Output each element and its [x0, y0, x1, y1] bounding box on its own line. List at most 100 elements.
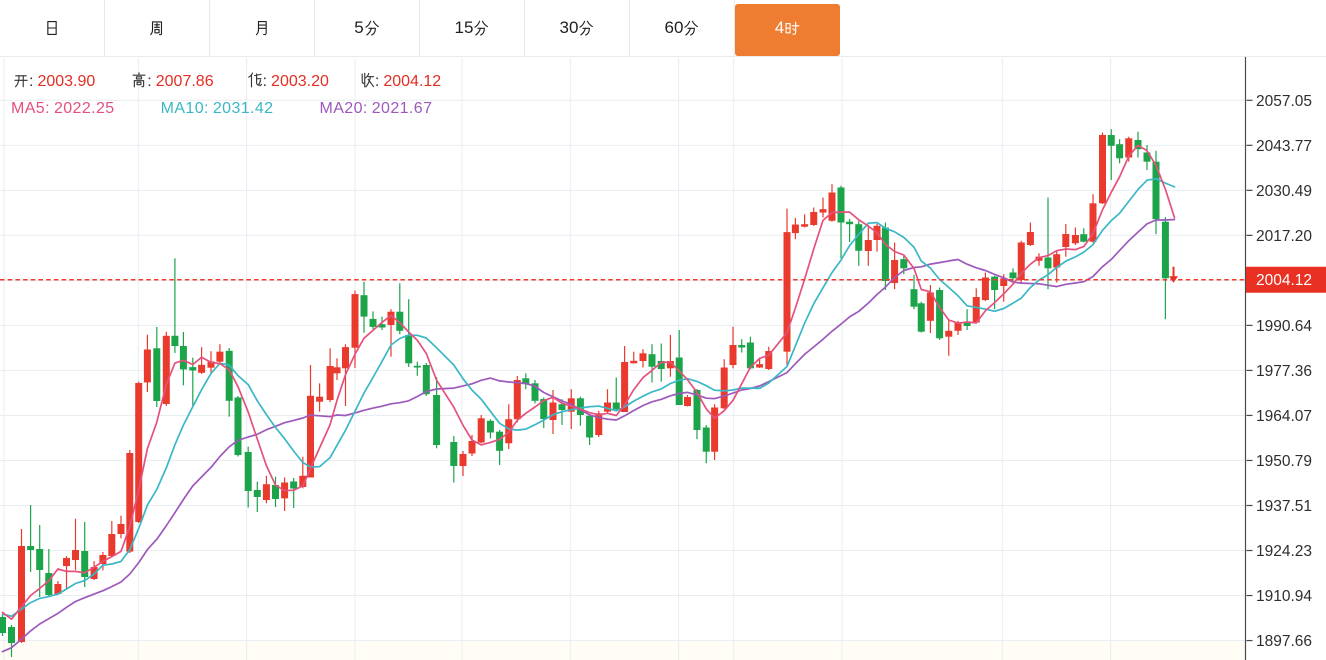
- axis-label: 1990.64: [1256, 318, 1312, 335]
- candle-body: [945, 330, 953, 337]
- candle-body: [522, 378, 530, 385]
- candle-body: [1035, 256, 1043, 261]
- candle-body: [595, 413, 603, 436]
- cjk-glyph: [365, 20, 379, 36]
- candle-body: [0, 617, 6, 634]
- candle-body: [244, 451, 252, 491]
- tab-label: 5: [354, 18, 379, 38]
- candle-body: [1009, 272, 1017, 279]
- candle-body: [810, 212, 818, 225]
- candle-body: [405, 335, 413, 364]
- candle-body: [666, 361, 674, 369]
- tab-5分[interactable]: 5: [315, 0, 420, 56]
- candle-body: [1116, 144, 1124, 159]
- bottom-tint-band: [0, 640, 1246, 660]
- candle-body: [576, 398, 584, 416]
- candle-body: [45, 572, 53, 595]
- tab-label: [149, 20, 165, 36]
- candle-body: [179, 345, 187, 370]
- candle-body: [496, 431, 504, 451]
- candle-body: [1044, 257, 1052, 269]
- ma20-label: MA20:: [319, 99, 368, 117]
- candle-body: [216, 351, 224, 362]
- candle-body: [326, 365, 334, 400]
- candle-body: [513, 379, 521, 420]
- candle-body: [153, 348, 161, 402]
- candle-body: [558, 404, 566, 410]
- low-value: 2003.20: [271, 72, 329, 90]
- candle-body: [171, 335, 179, 346]
- close-label: :: [359, 72, 379, 91]
- candle-body: [351, 294, 359, 348]
- tab-4时[interactable]: 4: [735, 0, 840, 56]
- candle-body: [910, 289, 918, 307]
- candle-body: [1152, 161, 1160, 220]
- candle-body: [720, 367, 728, 409]
- candle-body: [360, 295, 368, 317]
- high-value: 2007.86: [155, 72, 214, 90]
- candle-body: [621, 361, 629, 412]
- candle-body: [433, 395, 441, 446]
- candle-body: [693, 389, 701, 430]
- cjk-glyph: [785, 21, 800, 35]
- candle-body: [1107, 135, 1115, 146]
- candle-body: [369, 318, 377, 327]
- current-price-tag: [1246, 266, 1326, 293]
- candle-body: [1099, 135, 1106, 204]
- tab-label: [254, 20, 270, 36]
- candle-body: [926, 292, 934, 321]
- candle-body: [1080, 234, 1088, 242]
- candle-body: [307, 395, 314, 478]
- cjk-glyph: [579, 20, 594, 36]
- candle-body: [954, 322, 962, 331]
- candle-body: [189, 367, 197, 371]
- ma10-value: 2031.42: [212, 99, 274, 117]
- tab-日[interactable]: [0, 0, 105, 56]
- candle-body: [262, 484, 270, 501]
- candle-body: [333, 367, 341, 374]
- candle-body: [711, 407, 719, 452]
- candle-body: [1161, 221, 1169, 279]
- ma20-value: 2021.67: [371, 99, 433, 117]
- candle-body: [422, 365, 430, 395]
- candle-body: [991, 276, 999, 291]
- candle-body: [846, 221, 854, 225]
- candle-body: [855, 224, 863, 251]
- candle-body: [1000, 278, 1008, 287]
- axis-label: 2017.20: [1256, 228, 1312, 245]
- candle-body: [477, 418, 485, 443]
- axis-label: 1977.36: [1256, 363, 1312, 380]
- ma10-line: [1, 177, 1176, 618]
- tab-月[interactable]: [210, 0, 315, 56]
- candle-body: [702, 427, 710, 452]
- candle-body: [864, 240, 872, 251]
- candle-body: [1062, 234, 1070, 247]
- candle-body: [604, 402, 611, 412]
- tab-周[interactable]: [105, 0, 210, 56]
- candle-body: [126, 453, 134, 552]
- candle-body: [378, 324, 386, 328]
- cjk-glyph: [47, 21, 57, 35]
- axis-label: 2030.49: [1256, 183, 1312, 200]
- axis-label: 1950.79: [1256, 453, 1312, 470]
- candle-body: [540, 399, 548, 420]
- axis-label: 1937.51: [1256, 498, 1312, 515]
- candle-body: [234, 397, 242, 456]
- candle-body: [72, 550, 79, 561]
- axis-label: 1924.23: [1256, 543, 1312, 560]
- cjk-glyph: [255, 21, 267, 36]
- candle-body: [99, 554, 107, 565]
- candle-body: [828, 192, 836, 221]
- candle-body: [198, 364, 206, 373]
- candle-body: [819, 209, 827, 213]
- candle-body: [756, 364, 764, 368]
- candle-body: [738, 345, 746, 348]
- candle-body: [972, 296, 980, 323]
- cjk-glyph: [150, 21, 163, 36]
